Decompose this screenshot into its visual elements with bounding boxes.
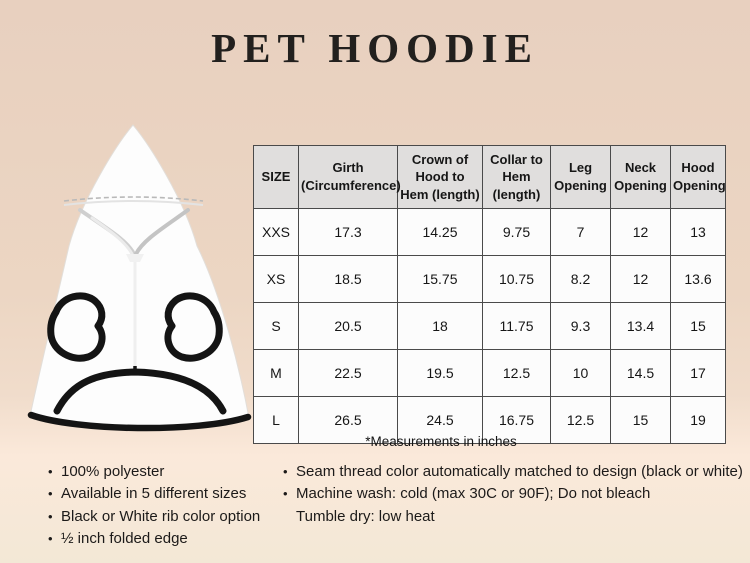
table-column-header: SIZE <box>253 145 299 209</box>
table-cell: 10.75 <box>482 255 551 303</box>
bullet-icon <box>48 506 61 528</box>
table-cell: 17 <box>670 349 726 397</box>
table-cell: 19 <box>670 396 726 444</box>
table-cell: 15 <box>670 302 726 350</box>
table-cell: 11.75 <box>482 302 551 350</box>
table-row: XS 18.5 15.75 10.75 8.2 12 13.6 <box>253 255 726 303</box>
table-cell: 7 <box>550 208 611 256</box>
feature-item: Machine wash: cold (max 30C or 90F); Do … <box>283 483 733 505</box>
table-cell: XXS <box>253 208 299 256</box>
table-cell: 16.75 <box>482 396 551 444</box>
feature-list-left: 100% polyester Available in 5 different s… <box>48 461 278 551</box>
bullet-icon <box>48 483 61 505</box>
feature-item: Seam thread color automatically matched … <box>283 461 743 483</box>
table-column-header: Neck Opening <box>610 145 671 209</box>
bottom-edge-trim <box>27 411 252 432</box>
table-cell: 12.5 <box>550 396 611 444</box>
size-chart-section: SIZE Girth (Circumference) Crown of Hood t… <box>253 145 726 444</box>
bullet-icon <box>283 483 296 505</box>
table-cell: 19.5 <box>397 349 483 397</box>
bullet-icon <box>48 461 61 483</box>
leg-opening-left <box>47 292 106 362</box>
table-cell: 12.5 <box>482 349 551 397</box>
table-cell: 9.75 <box>482 208 551 256</box>
hood-opening-inner-left <box>90 216 135 258</box>
hood-stitch-line <box>63 196 204 202</box>
table-cell: 10 <box>550 349 611 397</box>
hood-stitch-shadow <box>63 200 204 206</box>
hood-opening-shadow-right <box>134 208 190 256</box>
table-header-row: SIZE Girth (Circumference) Crown of Hood t… <box>253 145 726 209</box>
feature-item-text: Black or White rib color option <box>61 507 261 525</box>
table-cell: 9.3 <box>550 302 611 350</box>
feature-item-text: Tumble dry: low heat <box>296 507 435 525</box>
table-cell: 17.3 <box>298 208 398 256</box>
table-cell: 12 <box>610 255 671 303</box>
size-chart-table: SIZE Girth (Circumference) Crown of Hood t… <box>253 145 726 444</box>
table-cell: 24.5 <box>397 396 483 444</box>
table-cell: 26.5 <box>298 396 398 444</box>
feature-item: Tumble dry: low heat <box>283 506 733 528</box>
table-row: S 20.5 18 11.75 9.3 13.4 15 <box>253 302 726 350</box>
feature-item: Available in 5 different sizes <box>48 483 278 505</box>
table-cell: 15 <box>610 396 671 444</box>
feature-item-text: Seam thread color automatically matched … <box>296 463 743 480</box>
bullet-icon <box>283 461 296 483</box>
table-column-header: Collar to Hem (length) <box>482 145 551 209</box>
page-title: PET HOODIE <box>211 25 539 71</box>
table-cell: 13 <box>670 208 726 256</box>
table-cell: S <box>253 302 299 350</box>
table-row: L 26.5 24.5 16.75 12.5 15 19 <box>253 396 726 444</box>
pet-hoodie-illustration <box>27 124 252 432</box>
leg-opening-right <box>164 292 223 362</box>
table-cell: 18.5 <box>298 255 398 303</box>
feature-item: Black or White rib color option <box>48 506 278 528</box>
table-column-header: Crown of Hood to Hem (length) <box>397 145 483 209</box>
feature-item-text: 100% polyester <box>61 463 165 480</box>
table-column-header: Leg Opening <box>550 145 611 209</box>
table-cell: M <box>253 349 299 397</box>
table-cell: 8.2 <box>550 255 611 303</box>
table-column-header: Girth (Circumference) <box>298 145 401 209</box>
feature-list-right: Seam thread color automatically matched … <box>283 461 743 528</box>
hoodie-body-shape <box>29 124 250 429</box>
table-column-header: Hood Opening <box>670 145 726 209</box>
table-cell: 22.5 <box>298 349 398 397</box>
collar-tab <box>126 254 144 262</box>
feature-item: 100% polyester <box>48 461 278 483</box>
table-cell: 12 <box>610 208 671 256</box>
table-cell: 18 <box>397 302 483 350</box>
table-cell: 13.4 <box>610 302 671 350</box>
feature-item-text: ½ inch folded edge <box>61 530 188 548</box>
table-row: M 22.5 19.5 12.5 10 14.5 17 <box>253 349 726 397</box>
table-row: XXS 17.3 14.25 9.75 7 12 13 <box>253 208 726 256</box>
table-cell: 15.75 <box>397 255 483 303</box>
table-cell: 13.6 <box>670 255 726 303</box>
table-cell: XS <box>253 255 299 303</box>
table-cell: 14.5 <box>610 349 671 397</box>
bullet-icon <box>48 528 61 550</box>
feature-item: ½ inch folded edge <box>48 528 278 550</box>
feature-item-text: Available in 5 different sizes <box>61 485 247 503</box>
table-cell: 20.5 <box>298 302 398 350</box>
measurements-footnote: *Measurements in inches <box>365 434 517 449</box>
feature-item-text: Machine wash: cold (max 30C or 90F); Do … <box>296 485 651 503</box>
table-cell: 14.25 <box>397 208 483 256</box>
